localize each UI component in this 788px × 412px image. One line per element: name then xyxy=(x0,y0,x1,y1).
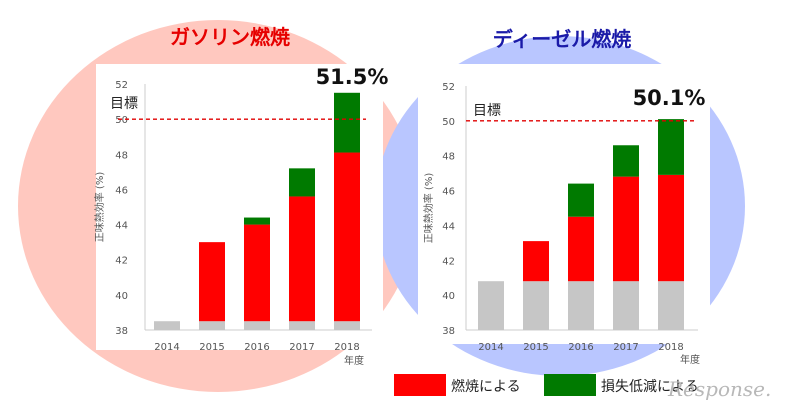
x-tick-label: 2017 xyxy=(289,342,314,353)
chart-title-diesel: ディーゼル燃焼 xyxy=(493,27,632,51)
legend-swatch-loss-reduction xyxy=(544,374,596,396)
bar-loss-reduction xyxy=(568,183,594,217)
y-tick-label: 44 xyxy=(442,221,455,232)
bar-baseline xyxy=(658,281,684,330)
y-tick-label: 48 xyxy=(115,150,128,161)
y-tick-label: 46 xyxy=(442,187,455,198)
y-axis-label: 正味熱効率 (%) xyxy=(422,173,435,244)
y-tick-label: 44 xyxy=(115,221,128,232)
x-axis-label: 年度 xyxy=(344,354,364,367)
y-tick-label: 38 xyxy=(442,326,455,337)
x-tick-label: 2015 xyxy=(523,342,548,353)
watermark-logo: Response. xyxy=(667,377,771,401)
x-axis-label: 年度 xyxy=(680,353,700,366)
bar-loss-reduction xyxy=(613,145,639,177)
bar-loss-reduction xyxy=(289,168,315,197)
highlight-value-label: 50.1% xyxy=(633,86,706,110)
bar-combustion xyxy=(334,152,360,322)
x-tick-label: 2014 xyxy=(154,342,179,353)
bar-combustion xyxy=(289,196,315,322)
legend: 燃焼による 損失低減による xyxy=(394,374,699,396)
target-label: 目標 xyxy=(110,96,138,112)
x-tick-label: 2015 xyxy=(199,342,224,353)
x-tick-label: 2018 xyxy=(334,342,359,353)
bar-baseline xyxy=(199,321,225,330)
target-label: 目標 xyxy=(473,103,501,119)
bar-combustion xyxy=(568,216,594,282)
legend-label-loss-reduction: 損失低減による xyxy=(601,378,699,395)
x-tick-label: 2016 xyxy=(244,342,269,353)
y-tick-label: 38 xyxy=(115,326,128,337)
bar-baseline xyxy=(478,281,504,330)
x-tick-label: 2018 xyxy=(658,342,683,353)
y-tick-label: 52 xyxy=(115,80,128,91)
bar-baseline xyxy=(244,321,270,330)
bar-combustion xyxy=(613,176,639,282)
y-tick-label: 40 xyxy=(442,291,455,302)
legend-label-combustion: 燃焼による xyxy=(451,378,521,395)
bar-loss-reduction xyxy=(334,92,360,153)
y-tick-label: 50 xyxy=(442,117,455,128)
chart-diesel: 38 40 42 44 46 48 50 52 正味熱効率 (%) 2014 2015 2016 201… xyxy=(422,82,705,366)
x-tick-label: 2017 xyxy=(613,342,638,353)
bar-baseline xyxy=(613,281,639,330)
bar-baseline xyxy=(568,281,594,330)
chart-title-gasoline: ガソリン燃焼 xyxy=(170,25,290,49)
chart-gasoline: 38 40 42 44 46 48 50 52 正味熱効率 (%) 2014 2015 2016 201… xyxy=(93,65,388,367)
legend-swatch-combustion xyxy=(394,374,446,396)
y-tick-label: 42 xyxy=(442,256,455,267)
bar-loss-reduction xyxy=(244,217,270,225)
y-tick-label: 42 xyxy=(115,256,128,267)
y-tick-label: 48 xyxy=(442,152,455,163)
bar-baseline xyxy=(334,321,360,330)
x-tick-label: 2016 xyxy=(568,342,593,353)
bar-combustion xyxy=(244,224,270,322)
y-tick-label: 52 xyxy=(442,82,455,93)
bar-combustion xyxy=(199,242,225,322)
y-tick-label: 40 xyxy=(115,291,128,302)
y-tick-label: 46 xyxy=(115,185,128,196)
bar-combustion xyxy=(523,241,549,282)
x-tick-label: 2014 xyxy=(478,342,503,353)
y-axis-label: 正味熱効率 (%) xyxy=(93,172,106,243)
bar-baseline xyxy=(523,281,549,330)
bar-combustion xyxy=(658,174,684,282)
bar-baseline xyxy=(289,321,315,330)
highlight-value-label: 51.5% xyxy=(316,65,389,89)
y-tick-label: 50 xyxy=(115,115,128,126)
bar-loss-reduction xyxy=(658,119,684,175)
bar-baseline xyxy=(154,321,180,330)
